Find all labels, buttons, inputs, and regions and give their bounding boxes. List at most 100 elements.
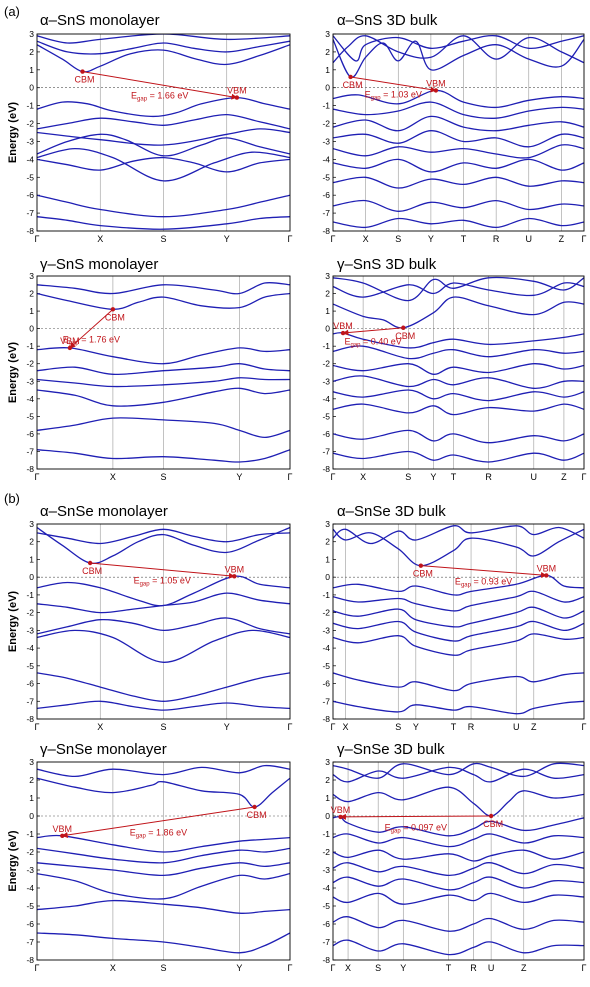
band-line <box>333 176 584 189</box>
vbm-marker <box>338 814 343 820</box>
y-tick-label: 2 <box>29 289 34 299</box>
y-tick-label: -8 <box>26 226 34 236</box>
band-line <box>333 815 584 837</box>
y-tick-label: 2 <box>29 47 34 57</box>
y-axis-label: Energy (eV) <box>7 591 19 652</box>
band-line <box>333 89 584 109</box>
cbm-marker <box>110 307 116 312</box>
cbm-marker <box>401 325 406 330</box>
band-line <box>333 375 584 389</box>
band-lines <box>333 34 584 229</box>
band-line <box>37 292 290 310</box>
y-tick-label: -5 <box>26 901 34 911</box>
band-line <box>37 672 290 702</box>
k-point-label: R <box>470 963 477 973</box>
k-point-label: Y <box>430 472 436 482</box>
band-line <box>37 216 290 230</box>
y-tick-label: -8 <box>322 226 330 236</box>
y-tick-label: 1 <box>29 554 34 564</box>
y-tick-label: -2 <box>26 608 34 618</box>
y-axis-label: Energy (eV) <box>7 830 19 891</box>
band-line <box>37 96 290 118</box>
y-tick-label: 2 <box>325 775 330 785</box>
y-tick-label: -3 <box>26 136 34 146</box>
band-line <box>333 862 584 877</box>
y-tick-label: -8 <box>26 955 34 965</box>
band-line <box>333 130 584 148</box>
vbm-label: VBM <box>227 86 247 96</box>
cbm-marker <box>488 813 494 819</box>
band-lines <box>37 526 290 711</box>
y-tick-label: -3 <box>322 376 330 386</box>
band-line <box>37 872 290 900</box>
y-tick-label: -5 <box>26 661 34 671</box>
k-point-label: Y <box>224 234 230 244</box>
y-tick-label: -6 <box>322 919 330 929</box>
y-tick-label: -4 <box>322 154 330 164</box>
gap-arrow <box>350 76 437 93</box>
gap-value: Egap = 1.86 eV <box>130 827 187 839</box>
cbm-marker <box>418 563 424 568</box>
band-line <box>333 916 584 932</box>
y-tick-label: 3 <box>29 757 34 767</box>
band-line <box>333 849 584 862</box>
cbm-label: CBM <box>483 819 503 829</box>
vbm-label: VBM <box>537 563 557 573</box>
y-axis-label: Energy (eV) <box>7 102 19 163</box>
band-line <box>37 156 290 173</box>
cbm-label: CBM <box>75 75 95 85</box>
y-tick-label: -8 <box>26 464 34 474</box>
k-point-label: T <box>451 472 457 482</box>
y-tick-label: -8 <box>322 955 330 965</box>
plot-frame <box>332 33 585 232</box>
k-point-label: Γ <box>331 234 336 244</box>
section-label-a: (a) <box>4 4 20 19</box>
vbm-label: VBM <box>426 78 446 88</box>
y-tick-label: 0 <box>325 324 330 334</box>
band-line <box>333 762 584 779</box>
k-point-label: Z <box>531 722 537 732</box>
band-line <box>333 158 584 173</box>
k-point-label: U <box>526 234 533 244</box>
plot-frame <box>332 761 585 961</box>
cbm-label: CBM <box>105 312 125 322</box>
band-lines <box>37 281 290 463</box>
gap-value: Egap = 0.097 eV <box>385 822 447 834</box>
y-tick-label: -2 <box>322 608 330 618</box>
plot-frame <box>332 275 585 470</box>
band-line <box>37 387 290 407</box>
y-tick-label: -3 <box>26 865 34 875</box>
vbm-marker <box>232 574 237 579</box>
vbm-marker <box>234 95 240 100</box>
y-tick-label: 3 <box>29 271 34 281</box>
band-line <box>37 700 290 711</box>
y-tick-label: -8 <box>322 714 330 724</box>
panel-title: α–SnSe 3D bulk <box>337 503 446 520</box>
y-tick-label: 0 <box>29 811 34 821</box>
k-point-label: T <box>451 722 457 732</box>
y-tick-label: -3 <box>322 136 330 146</box>
k-point-label: Γ <box>35 963 40 973</box>
y-tick-label: -6 <box>322 190 330 200</box>
k-point-label: X <box>343 722 349 732</box>
cbm-label: CBM <box>247 810 267 820</box>
y-tick-label: -3 <box>322 625 330 635</box>
y-tick-label: 0 <box>325 83 330 93</box>
gap-value: Egap = 0.40 eV <box>344 336 401 348</box>
y-tick-label: -7 <box>322 696 330 706</box>
vbm-label: VBM <box>53 824 73 834</box>
y-tick-label: 0 <box>29 83 34 93</box>
y-tick-label: -5 <box>322 661 330 671</box>
band-line <box>333 892 584 905</box>
band-line <box>333 429 584 444</box>
panel-title: γ–SnS monolayer <box>40 256 158 273</box>
band-line <box>37 133 290 157</box>
y-tick-label: -2 <box>26 119 34 129</box>
y-axis-label: Energy (eV) <box>7 342 19 403</box>
plot-frame <box>332 523 585 720</box>
